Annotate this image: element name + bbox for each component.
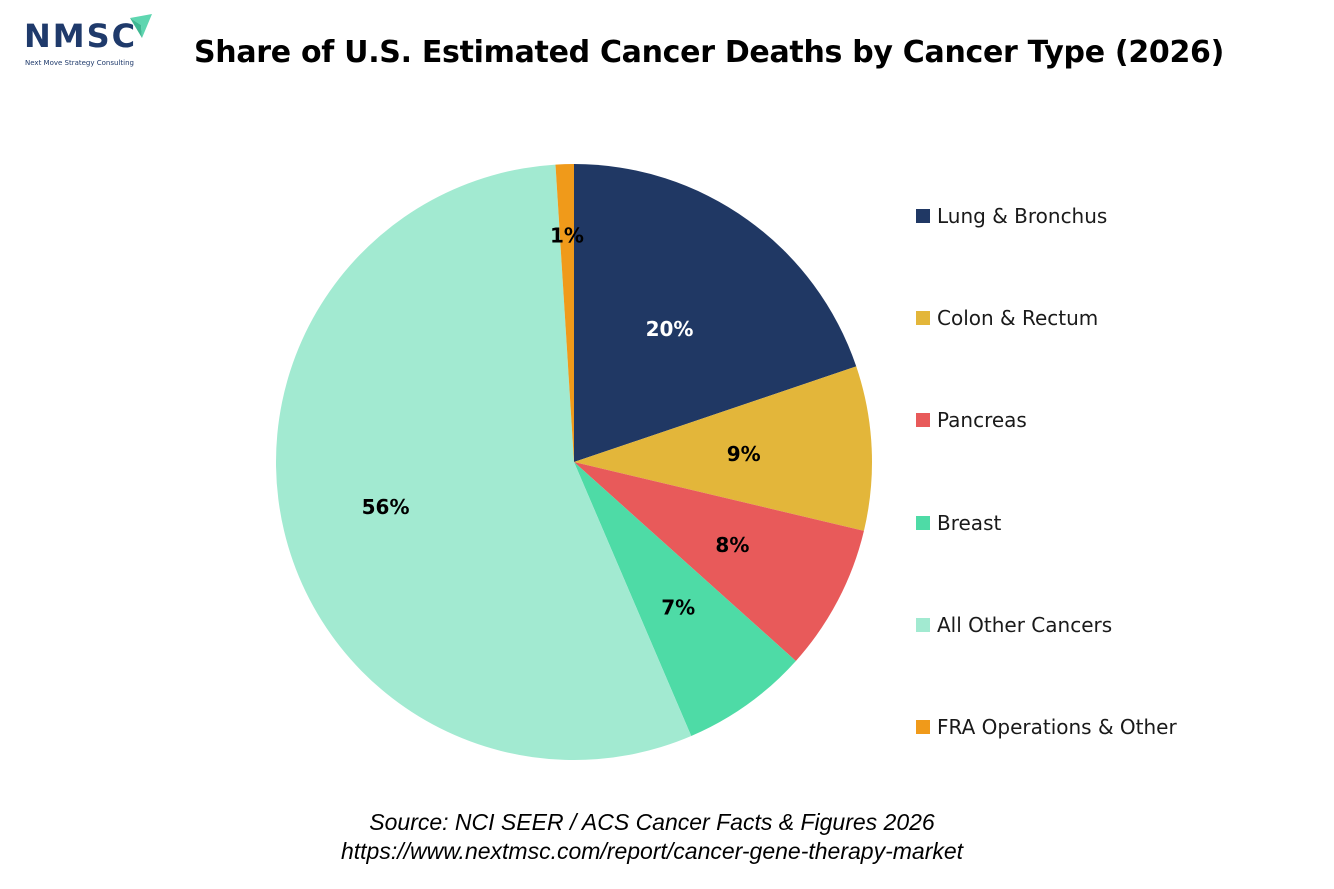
data-label-colon-and-rectum: 9% [727, 442, 761, 466]
company-logo: NMSC Next Move Strategy Consulting [24, 12, 154, 70]
data-label-fra-operations-and-other: 1% [550, 224, 584, 248]
legend-swatch [916, 413, 930, 428]
data-label-all-other-cancers: 56% [362, 495, 410, 519]
legend-label: Pancreas [937, 408, 1027, 433]
legend-swatch [916, 311, 930, 326]
legend-swatch [916, 209, 930, 223]
legend-swatch [916, 515, 930, 530]
legend-label: Lung & Bronchus [937, 204, 1108, 228]
legend-swatch [916, 617, 930, 632]
data-label-lung-and-bronchus: 20% [646, 317, 694, 341]
chart-title: Share of U.S. Estimated Cancer Deaths by… [193, 35, 1225, 70]
pie-slice-pancreas [574, 462, 864, 661]
logo-arrow-icon [130, 14, 152, 38]
source-url: https://www.nextmsc.com/report/cancer-ge… [340, 838, 964, 864]
legend-swatch [916, 720, 930, 734]
pie-slice-all-other-cancers [276, 164, 692, 761]
data-label-breast: 7% [661, 595, 695, 619]
legend-label: All Other Cancers [937, 612, 1113, 637]
legend-label: Colon & Rectum [937, 306, 1099, 331]
legend-label: Breast [937, 510, 1002, 535]
data-label-pancreas: 8% [715, 533, 749, 557]
legend-label: FRA Operations & Other [937, 715, 1177, 739]
pie-slice-colon-and-rectum [574, 366, 872, 531]
pie-slice-lung-and-bronchus [574, 164, 857, 462]
source-note: Source: NCI SEER / ACS Cancer Facts & Fi… [0, 808, 1304, 866]
logo-tagline: Next Move Strategy Consulting [25, 59, 134, 67]
source-citation: Source: NCI SEER / ACS Cancer Facts & Fi… [369, 809, 935, 835]
logo-wordmark: NMSC [24, 17, 138, 55]
pie-slice-breast [574, 462, 796, 736]
pie-slice-fra-operations-and-other [555, 164, 574, 462]
